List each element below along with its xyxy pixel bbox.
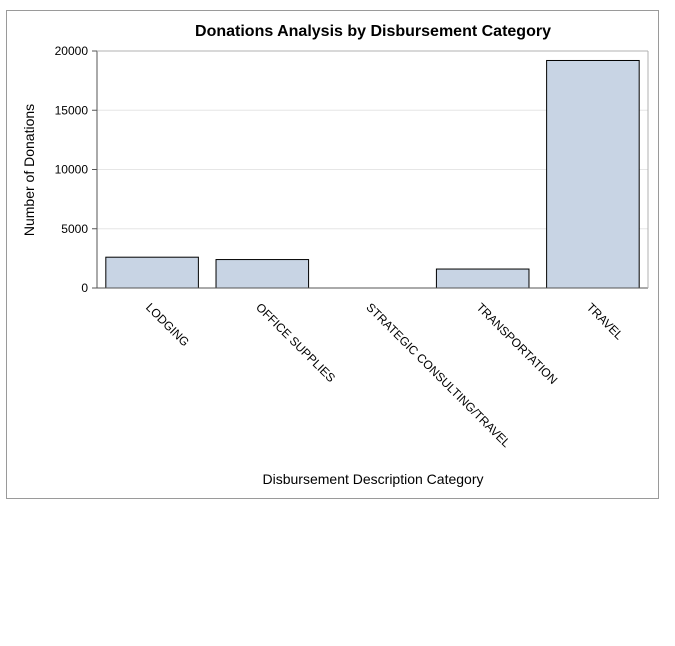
y-tick-label: 20000 [55,44,89,58]
x-tick-label: TRAVEL [584,300,627,343]
bar [435,268,530,289]
x-axis-label: Disbursement Description Category [263,471,484,487]
bars [105,59,640,289]
y-tick-label: 5000 [61,222,88,236]
chart-frame [6,10,659,499]
x-tick-labels: LODGING OFFICE SUPPLIES STRATEGIC CONSULTI… [143,300,626,450]
x-tick-label: OFFICE SUPPLIES [253,300,338,385]
x-tick-label: LODGING [143,300,192,349]
y-axis-label: Number of Donations [21,104,37,236]
y-tick-label: 15000 [55,103,89,117]
bar [105,256,199,289]
y-tick-label: 0 [81,281,88,295]
axes [92,50,649,289]
chart-title: Donations Analysis by Disbursement Categ… [195,23,551,40]
y-tick-label: 10000 [55,163,89,177]
bar [215,259,310,289]
x-tick-label: TRANSPORTATION [474,300,561,387]
bar [546,59,640,289]
y-tick-labels: 0 5000 10000 15000 20000 [55,44,89,295]
